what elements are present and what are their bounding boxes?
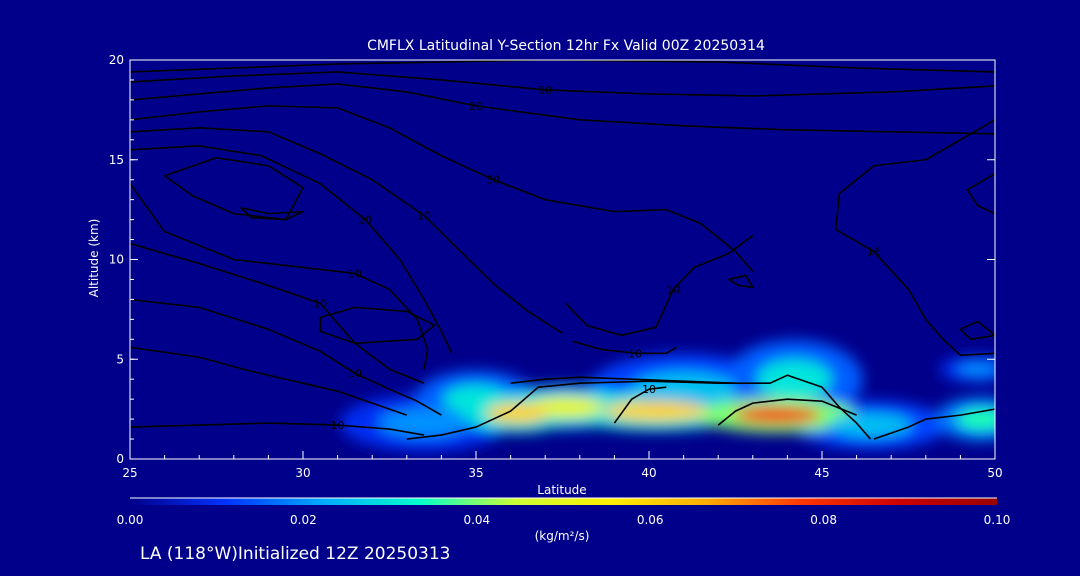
heat-blob-core bbox=[486, 403, 549, 423]
contour-line bbox=[835, 119, 995, 357]
colorbar-tick-label: 0.06 bbox=[637, 513, 664, 527]
colorbar-tick-label: 0.00 bbox=[117, 513, 144, 527]
contour-line bbox=[130, 127, 563, 334]
contour-line bbox=[130, 83, 995, 135]
y-tick-label: 15 bbox=[109, 153, 124, 167]
heat-blob-core bbox=[956, 362, 995, 376]
x-tick-label: 40 bbox=[641, 466, 656, 480]
contour-line bbox=[164, 156, 304, 221]
contour-line bbox=[130, 298, 442, 416]
x-tick-label: 45 bbox=[814, 466, 829, 480]
contour-line bbox=[130, 242, 425, 384]
heat-blob-core bbox=[442, 384, 510, 414]
x-tick-label: 25 bbox=[122, 466, 137, 480]
contour-line bbox=[717, 398, 857, 426]
contour-line bbox=[966, 173, 995, 215]
chart-title: CMFLX Latitudinal Y-Section 12hr Fx Vali… bbox=[367, 38, 765, 54]
x-axis-label: Latitude bbox=[537, 483, 586, 497]
contour-label: 10 bbox=[628, 347, 642, 360]
contour-line bbox=[130, 60, 995, 73]
contour-label: 10 bbox=[417, 210, 431, 223]
y-tick-label: 10 bbox=[109, 253, 124, 267]
heat-blob-core bbox=[733, 406, 821, 424]
contour-line bbox=[613, 386, 667, 424]
contour-line bbox=[130, 422, 425, 436]
contour-label: 10 bbox=[358, 214, 372, 227]
contour-line bbox=[565, 234, 754, 337]
contour-line bbox=[130, 183, 429, 370]
x-axis: 25 30 35 40 45 50 bbox=[122, 451, 1003, 480]
contour-line bbox=[319, 306, 436, 345]
colorbar-tick-label: 0.04 bbox=[463, 513, 490, 527]
contour-label: 16 bbox=[867, 246, 881, 259]
colorbar-ramp bbox=[130, 498, 997, 505]
contour-line bbox=[572, 340, 678, 355]
contour-line bbox=[959, 320, 995, 341]
colorbar-tick-label: 0.10 bbox=[984, 513, 1011, 527]
contour-label: 10 bbox=[538, 84, 552, 97]
contour-label: 30 bbox=[486, 174, 500, 187]
x-tick-label: 30 bbox=[295, 466, 310, 480]
colorbar: 0.00 0.02 0.04 0.06 0.08 0.10 (kg/m²/s) bbox=[117, 497, 1011, 543]
contour-line bbox=[130, 71, 995, 97]
contour-line bbox=[130, 144, 453, 354]
contour-line bbox=[873, 408, 995, 440]
contour-label: 10 bbox=[666, 283, 680, 296]
x-tick-label: 50 bbox=[987, 466, 1002, 480]
contour-line bbox=[130, 105, 754, 272]
x-tick-label: 35 bbox=[468, 466, 483, 480]
contour-line bbox=[728, 274, 754, 289]
y-tick-label: 0 bbox=[116, 452, 124, 466]
y-axis-label: Altitude (km) bbox=[87, 219, 101, 298]
contour-line bbox=[510, 376, 736, 384]
heat-blob-core bbox=[604, 401, 708, 421]
contour-line bbox=[406, 374, 872, 440]
heat-blob-core bbox=[756, 359, 832, 399]
contour-label: 10 bbox=[331, 419, 345, 432]
contour-label: 10 bbox=[313, 297, 327, 310]
contour-label: 10 bbox=[348, 367, 362, 380]
heat-blob-core bbox=[828, 413, 912, 438]
contour-line bbox=[130, 346, 408, 416]
colorbar-unit-label: (kg/m²/s) bbox=[535, 529, 590, 543]
contour-label: 20 bbox=[469, 100, 483, 113]
contour-line bbox=[240, 206, 304, 221]
contour-lines: 10 20 30 10 10 10 10 10 10 10 10 10 16 bbox=[130, 60, 995, 440]
contour-label: 10 bbox=[642, 383, 656, 396]
y-tick-label: 5 bbox=[116, 352, 124, 366]
heat-blob-core bbox=[378, 408, 470, 438]
colorbar-tick-label: 0.08 bbox=[810, 513, 837, 527]
footer-text: LA (118°W)Initialized 12Z 20250313 bbox=[140, 544, 451, 564]
y-tick-label: 20 bbox=[109, 53, 124, 67]
y-axis: 0 5 10 15 20 bbox=[109, 53, 995, 466]
contour-label: 10 bbox=[348, 267, 362, 280]
colorbar-tick-label: 0.02 bbox=[290, 513, 317, 527]
